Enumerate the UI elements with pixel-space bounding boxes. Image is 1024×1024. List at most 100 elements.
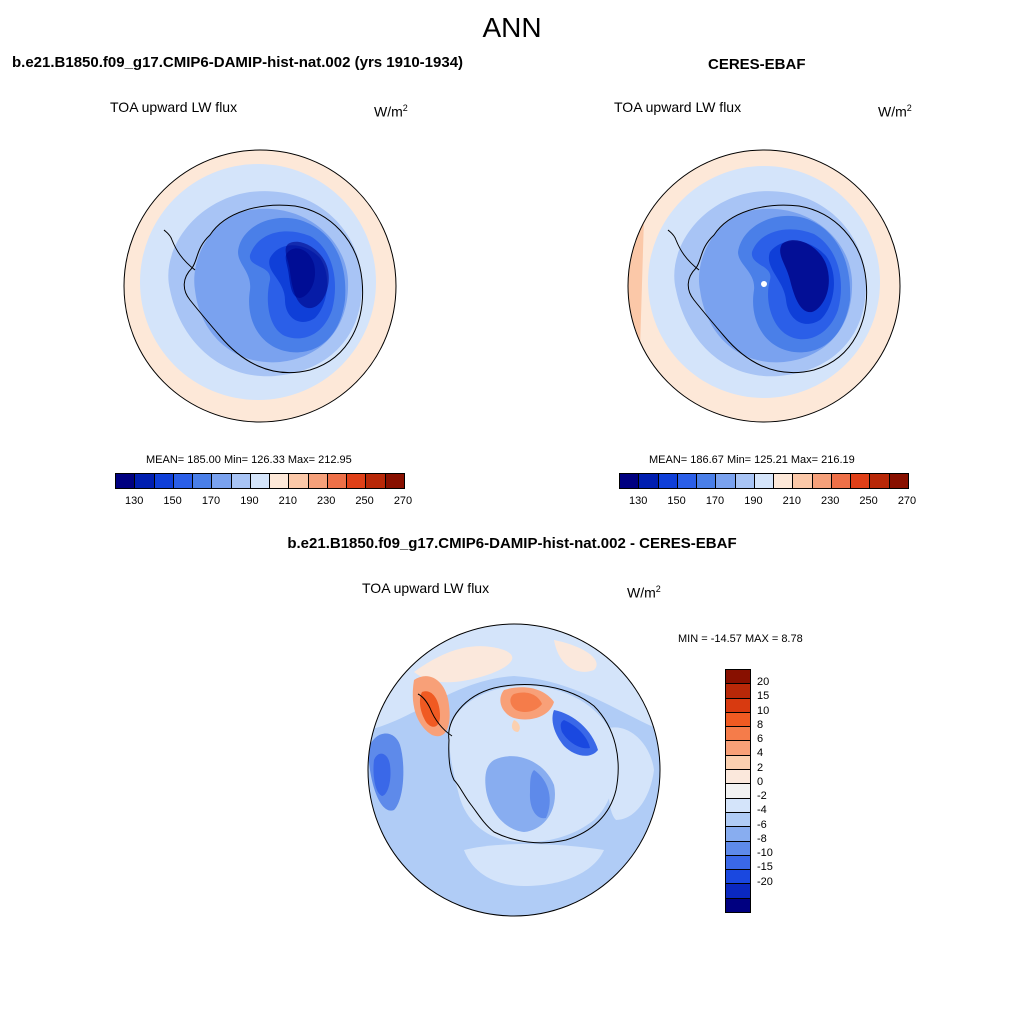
panel1-unit-label: W/m2	[374, 103, 408, 120]
panel2-stats: MEAN= 186.67 Min= 125.21 Max= 216.19	[649, 454, 855, 466]
colorbar-swatch	[726, 898, 750, 913]
panel3-unit-label: W/m2	[627, 584, 661, 601]
colorbar-tick-label: 170	[705, 495, 725, 507]
colorbar-swatch	[116, 474, 136, 488]
page-title: ANN	[482, 12, 542, 43]
colorbar-tick-label: 130	[125, 495, 144, 507]
panel1-polar-map	[123, 149, 397, 423]
panel2-colorbar	[619, 473, 909, 489]
colorbar-swatch	[726, 870, 750, 885]
colorbar-swatch	[726, 812, 750, 828]
map-pole-gap	[761, 281, 767, 287]
colorbar-tick-label: 210	[278, 495, 297, 507]
map-boundary	[123, 149, 397, 423]
colorbar-swatch	[289, 474, 309, 488]
colorbar-swatch	[889, 474, 908, 488]
colorbar-swatch	[812, 474, 832, 488]
panel3-stats: MIN = -14.57 MAX = 8.78	[678, 633, 803, 645]
map-zone-core	[285, 241, 329, 309]
colorbar-swatch	[385, 474, 404, 488]
map-zone-neg2-south	[464, 844, 604, 886]
peninsula-coastline	[163, 229, 196, 271]
colorbar-tick-label: 250	[859, 495, 878, 507]
colorbar-tick-label: 150	[163, 495, 182, 507]
colorbar-swatch	[231, 474, 251, 488]
colorbar-tick-label: 15	[757, 690, 770, 703]
peninsula-coastline	[667, 229, 700, 271]
panel3-variable-label: TOA upward LW flux	[362, 580, 490, 596]
colorbar-swatch	[726, 684, 750, 699]
colorbar-tick-label: -4	[757, 804, 767, 817]
map-zone-pos2-ne	[554, 640, 597, 672]
colorbar-swatch	[726, 670, 750, 685]
map-zone-pos2-pole	[511, 720, 520, 732]
colorbar-swatch	[726, 784, 750, 799]
colorbar-tick-label: 210	[782, 495, 801, 507]
colorbar-tick-label: 6	[757, 733, 764, 746]
colorbar-swatch	[851, 474, 871, 488]
antarctica-coastline	[183, 204, 364, 374]
map-zone-pos2-north	[414, 646, 513, 683]
colorbar-swatch	[870, 474, 890, 488]
colorbar-tick-label: -6	[757, 818, 767, 831]
colorbar-swatch	[270, 474, 290, 488]
colorbar-swatch	[726, 884, 750, 899]
map-zone-neg8-interior	[529, 770, 550, 819]
colorbar-swatch	[212, 474, 232, 488]
panel1-title: b.e21.B1850.f09_g17.CMIP6-DAMIP-hist-nat…	[12, 54, 464, 71]
colorbar-swatch	[726, 798, 750, 813]
colorbar-tick-label: 8	[757, 718, 764, 731]
antarctica-coastline	[448, 684, 619, 844]
colorbar-swatch	[726, 855, 750, 871]
panel1-variable-label: TOA upward LW flux	[110, 99, 238, 115]
map-zone-pos6-ross	[510, 692, 542, 712]
panel2-variable-label: TOA upward LW flux	[614, 99, 742, 115]
colorbar-tick-label: 190	[240, 495, 259, 507]
colorbar-swatch	[716, 474, 736, 488]
colorbar-swatch	[173, 474, 194, 488]
colorbar-swatch	[754, 474, 775, 488]
map-boundary	[367, 623, 661, 917]
colorbar-swatch	[193, 474, 213, 488]
colorbar-swatch	[726, 741, 750, 756]
colorbar-swatch	[250, 474, 271, 488]
map-boundary	[627, 149, 901, 423]
colorbar-swatch	[726, 712, 750, 728]
colorbar-swatch	[697, 474, 717, 488]
colorbar-swatch	[793, 474, 813, 488]
colorbar-tick-label: 270	[393, 495, 413, 507]
panel3-title: b.e21.B1850.f09_g17.CMIP6-DAMIP-hist-nat…	[287, 535, 737, 552]
colorbar-swatch	[327, 474, 348, 488]
colorbar-swatch	[154, 474, 174, 488]
panel3-colorbar	[725, 669, 751, 913]
colorbar-tick-label: 190	[744, 495, 763, 507]
colorbar-swatch	[831, 474, 852, 488]
panel2-title: CERES-EBAF	[708, 56, 806, 73]
antarctica-coastline	[687, 204, 868, 374]
colorbar-swatch	[726, 770, 750, 785]
panel2-polar-map	[627, 149, 901, 423]
colorbar-tick-label: 2	[757, 761, 764, 774]
colorbar-swatch	[726, 841, 750, 856]
colorbar-swatch	[774, 474, 794, 488]
colorbar-tick-label: 4	[757, 747, 764, 760]
colorbar-tick-label: 270	[897, 495, 917, 507]
colorbar-swatch	[366, 474, 386, 488]
colorbar-swatch	[620, 474, 640, 488]
colorbar-tick-label: -20	[757, 875, 773, 888]
colorbar-tick-label: 250	[355, 495, 374, 507]
colorbar-tick-label: 170	[201, 495, 221, 507]
colorbar-swatch	[308, 474, 328, 488]
panel2-unit-label: W/m2	[878, 103, 912, 120]
colorbar-tick-label: 130	[629, 495, 648, 507]
colorbar-tick-label: 10	[757, 704, 770, 717]
panel1-colorbar	[115, 473, 405, 489]
colorbar-tick-label: -2	[757, 790, 767, 803]
colorbar-swatch	[726, 727, 750, 742]
colorbar-swatch	[726, 827, 750, 842]
map-zone-core	[780, 240, 829, 313]
colorbar-tick-label: 0	[757, 775, 764, 788]
colorbar-swatch	[135, 474, 155, 488]
colorbar-tick-label: -15	[757, 861, 773, 874]
colorbar-tick-label: -10	[757, 847, 773, 860]
